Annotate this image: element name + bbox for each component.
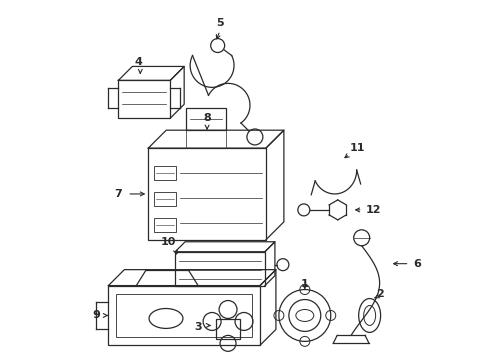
Text: 5: 5 bbox=[216, 18, 224, 28]
Text: 7: 7 bbox=[114, 189, 122, 199]
Text: 4: 4 bbox=[134, 58, 142, 67]
Text: 12: 12 bbox=[365, 205, 381, 215]
Text: 2: 2 bbox=[375, 289, 383, 298]
Text: 9: 9 bbox=[92, 310, 100, 320]
Text: 8: 8 bbox=[203, 113, 210, 123]
Text: 10: 10 bbox=[160, 237, 176, 247]
Text: 3: 3 bbox=[194, 323, 202, 332]
Text: 1: 1 bbox=[300, 279, 308, 289]
Text: 11: 11 bbox=[349, 143, 365, 153]
Text: 6: 6 bbox=[413, 259, 421, 269]
